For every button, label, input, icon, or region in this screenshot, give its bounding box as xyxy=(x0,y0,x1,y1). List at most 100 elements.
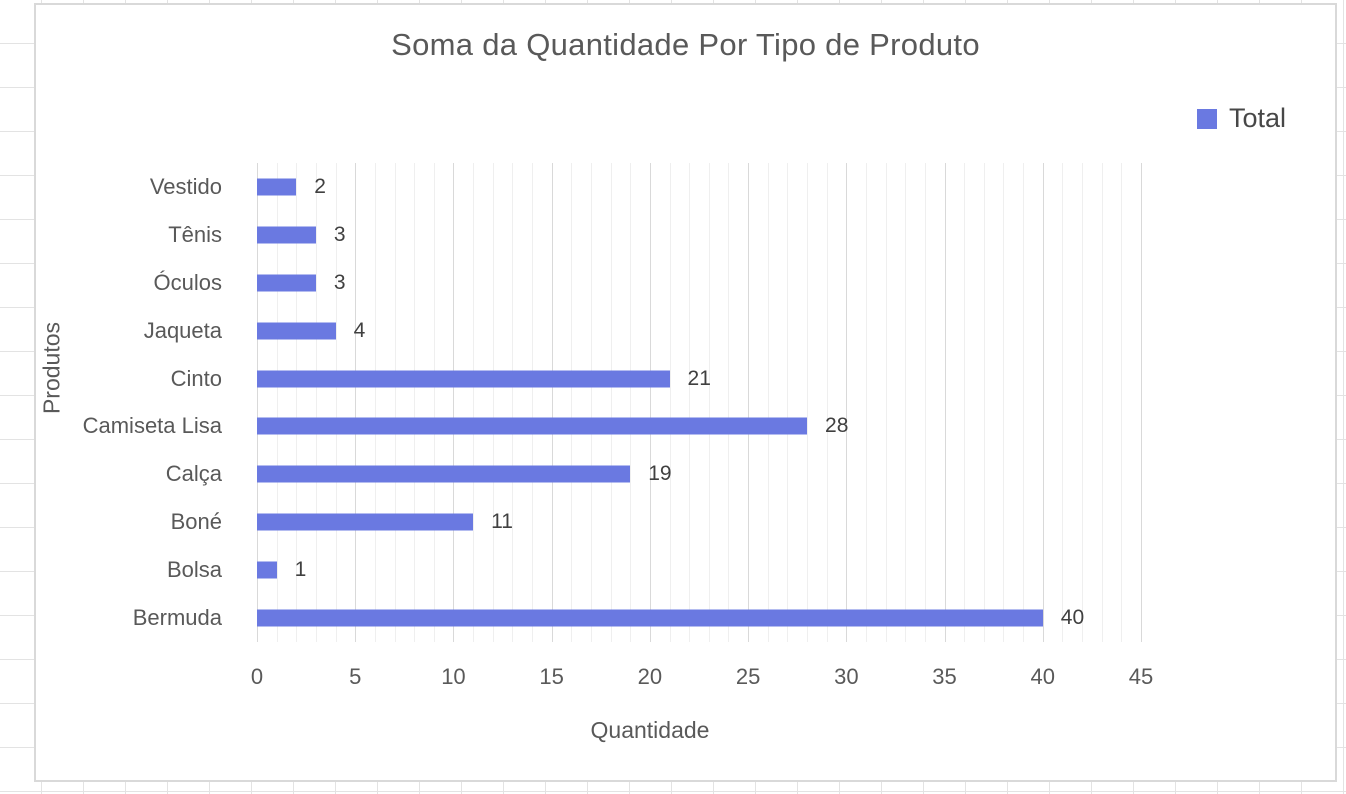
bar[interactable] xyxy=(257,465,631,483)
category-label: Tênis xyxy=(168,221,222,247)
bar[interactable] xyxy=(257,322,336,340)
chart-area[interactable]: Soma da Quantidade Por Tipo de Produto T… xyxy=(34,3,1337,782)
bar[interactable] xyxy=(257,561,277,579)
gridline-minor xyxy=(1062,163,1064,642)
bar-value-label: 19 xyxy=(648,462,672,486)
bar[interactable] xyxy=(257,417,808,435)
x-axis-tick-label: 15 xyxy=(539,664,564,689)
chart-title[interactable]: Soma da Quantidade Por Tipo de Produto xyxy=(391,27,980,62)
gridline-minor xyxy=(1082,163,1084,642)
category-label: Bolsa xyxy=(166,557,222,583)
gridline-minor xyxy=(610,163,612,642)
gridline-major xyxy=(649,163,651,642)
bar[interactable] xyxy=(257,178,297,196)
x-axis-tick-label: 30 xyxy=(834,664,859,689)
gridline-minor xyxy=(689,163,691,642)
bar-row: Óculos 3 xyxy=(154,259,1141,307)
gridline-minor xyxy=(315,163,317,642)
bar-row: Cinto 21 xyxy=(171,355,1141,403)
x-axis-tick-label: 45 xyxy=(1128,664,1154,689)
gridline-minor xyxy=(296,163,298,642)
bar-value-label: 3 xyxy=(333,270,346,294)
gridline-minor xyxy=(807,163,809,642)
gridline-minor xyxy=(787,163,789,642)
bar-value-label: 2 xyxy=(314,174,326,198)
x-axis-tick-label: 40 xyxy=(1030,664,1056,689)
bar-row: Calça 19 xyxy=(166,450,1141,498)
bar-row: Bermuda 40 xyxy=(133,594,1141,642)
gridline-major xyxy=(355,163,357,642)
bar-value-label: 3 xyxy=(333,222,346,246)
category-label: Óculos xyxy=(153,269,222,295)
gridline-minor xyxy=(374,163,376,642)
gridline-minor xyxy=(905,163,907,642)
gridline-minor xyxy=(492,163,494,642)
gridline-minor xyxy=(571,163,573,642)
category-label: Calça xyxy=(165,461,222,487)
gridline-minor xyxy=(1003,163,1005,642)
gridline-minor xyxy=(669,163,671,642)
gridline-major xyxy=(1141,163,1142,642)
x-axis-tick-label: 5 xyxy=(349,664,362,689)
gridline-minor xyxy=(983,163,985,642)
bar[interactable] xyxy=(257,513,474,531)
gridline-minor xyxy=(590,163,592,642)
bar-row: Vestido 2 xyxy=(150,163,1141,211)
gridline-minor xyxy=(924,163,926,642)
bar-row: Camiseta Lisa 28 xyxy=(83,403,1141,451)
category-label: Bermuda xyxy=(132,605,222,631)
x-axis-tick-label: 35 xyxy=(932,664,957,689)
gridline-major xyxy=(1042,163,1044,642)
x-axis-tick-label: 10 xyxy=(441,664,466,689)
gridline-minor xyxy=(512,163,514,642)
bar[interactable] xyxy=(257,274,316,292)
gridline-minor xyxy=(885,163,887,642)
category-label: Cinto xyxy=(170,365,222,391)
gridline-major xyxy=(846,163,848,642)
gridline-minor xyxy=(1101,163,1103,642)
gridline-minor xyxy=(473,163,475,642)
gridline-minor xyxy=(1023,163,1025,642)
gridline-major xyxy=(551,163,553,642)
gridline-major xyxy=(453,163,455,642)
x-axis-tick-label: 25 xyxy=(735,664,761,689)
bar-value-label: 4 xyxy=(353,318,366,342)
bar-row: Tênis 3 xyxy=(168,211,1141,259)
gridline-minor xyxy=(826,163,828,642)
gridline-minor xyxy=(394,163,396,642)
legend-swatch xyxy=(1197,108,1217,129)
bar[interactable] xyxy=(257,370,670,388)
bar-row: Jaqueta 4 xyxy=(144,307,1141,355)
gridline-major xyxy=(257,163,258,642)
bar-value-label: 28 xyxy=(825,414,849,438)
gridline-minor xyxy=(964,163,966,642)
gridline-major xyxy=(944,163,946,642)
bar[interactable] xyxy=(257,609,1043,627)
x-axis-tick-label: 0 xyxy=(250,664,264,689)
gridline-minor xyxy=(708,163,710,642)
bar-value-label: 11 xyxy=(491,510,513,534)
plot-area: Vestido 2 Tênis 3 Óculos 3 Jaqueta 4 Cinto 21 Cami… xyxy=(83,163,1153,689)
gridline-major xyxy=(748,163,750,642)
bar[interactable] xyxy=(257,226,316,244)
gridline-minor xyxy=(630,163,632,642)
x-axis-tick-label: 20 xyxy=(637,664,663,689)
gridline-minor xyxy=(865,163,867,642)
y-axis-title[interactable]: Produtos xyxy=(38,321,65,415)
bar-value-label: 40 xyxy=(1060,606,1085,630)
x-axis-title[interactable]: Quantidade xyxy=(590,717,710,743)
bar-value-label: 1 xyxy=(294,558,307,582)
gridline-minor xyxy=(335,163,337,642)
gridline-minor xyxy=(1121,163,1123,642)
gridline-minor xyxy=(433,163,435,642)
bar-row: Bolsa 1 xyxy=(167,546,1141,594)
bar-row: Boné 11 xyxy=(171,498,1141,546)
legend[interactable]: Total xyxy=(1197,103,1286,134)
gridline-minor xyxy=(276,163,278,642)
gridline-minor xyxy=(532,163,534,642)
gridline-minor xyxy=(728,163,730,642)
gridline-minor xyxy=(767,163,769,642)
category-label: Jaqueta xyxy=(143,317,222,343)
legend-label: Total xyxy=(1229,103,1287,133)
gridline-minor xyxy=(414,163,416,642)
